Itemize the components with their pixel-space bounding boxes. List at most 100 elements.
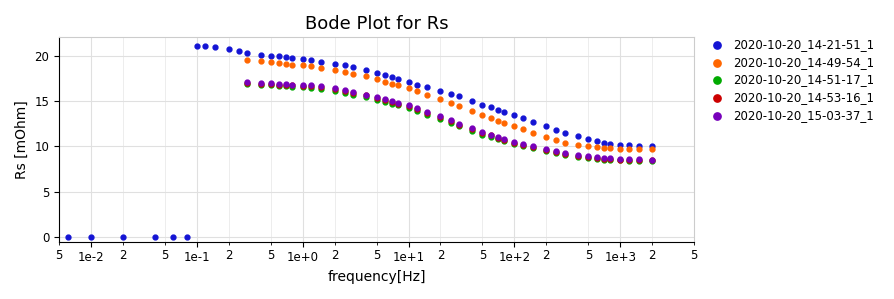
2020-10-20_14-51-17_1 xyxy=(645,159,659,164)
2020-10-20_14-51-17_1 xyxy=(346,92,360,97)
2020-10-20_14-49-54_1 xyxy=(631,147,645,152)
2020-10-20_15-03-37_1 xyxy=(401,103,415,108)
2020-10-20_14-49-54_1 xyxy=(358,74,373,79)
2020-10-20_14-49-54_1 xyxy=(589,145,603,150)
2020-10-20_14-21-51_1 xyxy=(285,56,299,61)
2020-10-20_14-53-16_1 xyxy=(358,93,373,98)
2020-10-20_15-03-37_1 xyxy=(580,154,595,159)
2020-10-20_14-53-16_1 xyxy=(346,90,360,95)
2020-10-20_14-21-51_1 xyxy=(190,43,204,48)
2020-10-20_14-53-16_1 xyxy=(409,107,424,112)
2020-10-20_14-53-16_1 xyxy=(391,101,405,106)
2020-10-20_15-03-37_1 xyxy=(369,95,384,100)
2020-10-20_14-49-54_1 xyxy=(602,146,616,151)
2020-10-20_14-21-51_1 xyxy=(443,91,457,96)
2020-10-20_15-03-37_1 xyxy=(264,81,278,86)
2020-10-20_14-21-51_1 xyxy=(589,138,603,143)
2020-10-20_14-21-51_1 xyxy=(346,65,360,70)
2020-10-20_14-21-51_1 xyxy=(84,235,98,239)
2020-10-20_14-21-51_1 xyxy=(496,109,510,114)
2020-10-20_14-51-17_1 xyxy=(285,84,299,89)
2020-10-20_15-03-37_1 xyxy=(589,155,603,160)
2020-10-20_14-51-17_1 xyxy=(253,82,267,87)
2020-10-20_14-51-17_1 xyxy=(451,124,466,129)
2020-10-20_14-51-17_1 xyxy=(272,83,286,88)
2020-10-20_14-51-17_1 xyxy=(304,86,318,91)
2020-10-20_14-21-51_1 xyxy=(60,235,74,239)
2020-10-20_14-53-16_1 xyxy=(377,97,392,102)
2020-10-20_14-53-16_1 xyxy=(526,145,540,150)
2020-10-20_14-21-51_1 xyxy=(279,55,293,60)
2020-10-20_14-51-17_1 xyxy=(596,157,611,162)
2020-10-20_14-51-17_1 xyxy=(384,101,399,106)
2020-10-20_14-53-16_1 xyxy=(253,81,267,86)
2020-10-20_14-53-16_1 xyxy=(475,130,489,135)
2020-10-20_14-21-51_1 xyxy=(327,61,342,66)
2020-10-20_14-53-16_1 xyxy=(602,157,616,161)
2020-10-20_14-53-16_1 xyxy=(580,155,595,160)
2020-10-20_15-03-37_1 xyxy=(451,121,466,126)
2020-10-20_14-49-54_1 xyxy=(443,100,457,105)
2020-10-20_14-51-17_1 xyxy=(279,84,293,89)
2020-10-20_14-21-51_1 xyxy=(580,137,595,141)
2020-10-20_14-53-16_1 xyxy=(612,157,627,162)
2020-10-20_14-53-16_1 xyxy=(240,80,254,85)
2020-10-20_14-51-17_1 xyxy=(612,158,627,163)
2020-10-20_14-53-16_1 xyxy=(272,82,286,87)
2020-10-20_14-49-54_1 xyxy=(369,77,384,82)
X-axis label: frequency[Hz]: frequency[Hz] xyxy=(327,270,426,284)
2020-10-20_14-21-51_1 xyxy=(570,134,585,139)
2020-10-20_14-53-16_1 xyxy=(327,87,342,91)
2020-10-20_14-51-17_1 xyxy=(475,132,489,137)
2020-10-20_14-49-54_1 xyxy=(337,69,351,74)
2020-10-20_14-49-54_1 xyxy=(549,138,563,142)
Y-axis label: Rs [mOhm]: Rs [mOhm] xyxy=(15,100,29,179)
2020-10-20_14-21-51_1 xyxy=(475,102,489,107)
2020-10-20_14-53-16_1 xyxy=(451,122,466,127)
2020-10-20_14-51-17_1 xyxy=(631,158,645,163)
2020-10-20_14-53-16_1 xyxy=(443,118,457,123)
2020-10-20_14-21-51_1 xyxy=(115,235,130,239)
2020-10-20_14-51-17_1 xyxy=(240,81,254,86)
2020-10-20_14-49-54_1 xyxy=(451,104,466,109)
2020-10-20_14-21-51_1 xyxy=(612,142,627,147)
2020-10-20_14-51-17_1 xyxy=(526,146,540,151)
2020-10-20_14-53-16_1 xyxy=(507,140,521,145)
2020-10-20_15-03-37_1 xyxy=(475,129,489,134)
2020-10-20_14-53-16_1 xyxy=(304,84,318,89)
2020-10-20_14-49-54_1 xyxy=(496,120,510,125)
2020-10-20_14-21-51_1 xyxy=(377,73,392,78)
2020-10-20_15-03-37_1 xyxy=(507,139,521,144)
2020-10-20_14-21-51_1 xyxy=(384,75,399,80)
2020-10-20_15-03-37_1 xyxy=(465,126,479,131)
2020-10-20_14-21-51_1 xyxy=(602,141,616,146)
2020-10-20_14-51-17_1 xyxy=(327,89,342,93)
2020-10-20_14-21-51_1 xyxy=(465,99,479,103)
2020-10-20_14-51-17_1 xyxy=(580,156,595,161)
2020-10-20_14-21-51_1 xyxy=(483,105,497,110)
2020-10-20_14-53-16_1 xyxy=(285,83,299,88)
2020-10-20_15-03-37_1 xyxy=(327,86,342,91)
2020-10-20_14-49-54_1 xyxy=(264,60,278,64)
2020-10-20_14-51-17_1 xyxy=(401,106,415,111)
2020-10-20_15-03-37_1 xyxy=(483,132,497,137)
2020-10-20_14-21-51_1 xyxy=(620,143,635,148)
2020-10-20_14-51-17_1 xyxy=(391,103,405,108)
2020-10-20_14-51-17_1 xyxy=(409,109,424,113)
2020-10-20_15-03-37_1 xyxy=(419,109,434,114)
2020-10-20_14-51-17_1 xyxy=(337,90,351,95)
2020-10-20_14-49-54_1 xyxy=(570,142,585,147)
2020-10-20_15-03-37_1 xyxy=(358,92,373,97)
2020-10-20_14-51-17_1 xyxy=(602,158,616,162)
2020-10-20_15-03-37_1 xyxy=(612,156,627,161)
2020-10-20_14-49-54_1 xyxy=(384,81,399,86)
2020-10-20_14-51-17_1 xyxy=(264,83,278,88)
2020-10-20_14-51-17_1 xyxy=(538,149,552,153)
2020-10-20_15-03-37_1 xyxy=(240,80,254,84)
2020-10-20_14-53-16_1 xyxy=(295,83,309,88)
2020-10-20_15-03-37_1 xyxy=(549,149,563,153)
2020-10-20_14-49-54_1 xyxy=(645,147,659,152)
2020-10-20_14-53-16_1 xyxy=(570,153,585,158)
2020-10-20_14-51-17_1 xyxy=(483,135,497,140)
2020-10-20_15-03-37_1 xyxy=(314,84,328,89)
